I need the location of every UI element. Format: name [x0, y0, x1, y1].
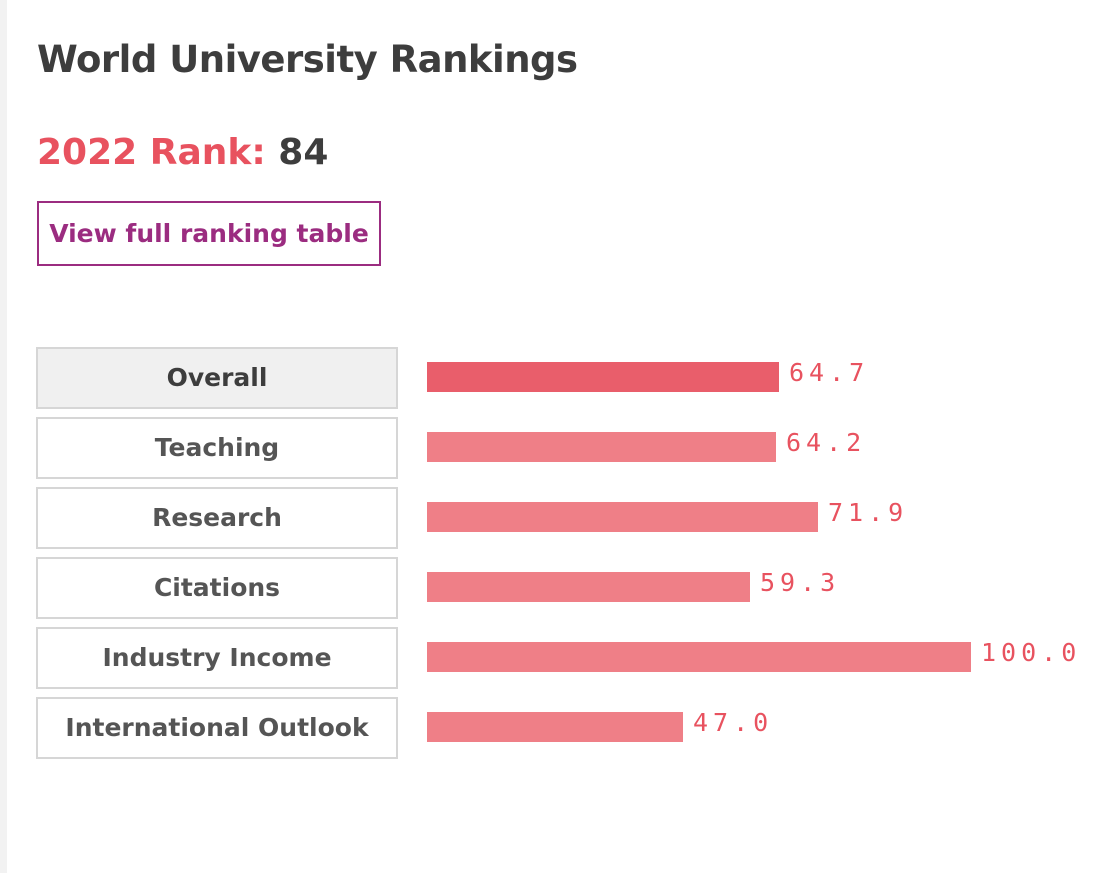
score-value-teaching: 64.2 — [786, 428, 867, 457]
score-bar-citations — [427, 572, 750, 602]
metric-tab-industry-income[interactable]: Industry Income — [36, 627, 398, 689]
score-value-research: 71.9 — [828, 498, 909, 527]
rank-summary: 2022 Rank: 84 — [37, 132, 328, 173]
left-border — [0, 0, 7, 873]
metric-tab-international-outlook[interactable]: International Outlook — [36, 697, 398, 759]
score-bar-industry-income — [427, 642, 971, 672]
view-full-ranking-table-button[interactable]: View full ranking table — [37, 201, 381, 266]
score-value-international-outlook: 47.0 — [693, 708, 774, 737]
score-value-overall: 64.7 — [789, 358, 870, 387]
score-value-citations: 59.3 — [760, 568, 841, 597]
score-value-industry-income: 100.0 — [981, 638, 1082, 667]
score-bar-international-outlook — [427, 712, 683, 742]
rank-value: 84 — [278, 132, 329, 173]
rank-label: 2022 Rank: — [37, 132, 266, 173]
score-bar-research — [427, 502, 818, 532]
metric-tab-research[interactable]: Research — [36, 487, 398, 549]
score-bar-overall — [427, 362, 779, 392]
score-bar-teaching — [427, 432, 776, 462]
page-title: World University Rankings — [37, 38, 578, 81]
metric-tab-teaching[interactable]: Teaching — [36, 417, 398, 479]
metric-tab-citations[interactable]: Citations — [36, 557, 398, 619]
metric-tab-overall[interactable]: Overall — [36, 347, 398, 409]
